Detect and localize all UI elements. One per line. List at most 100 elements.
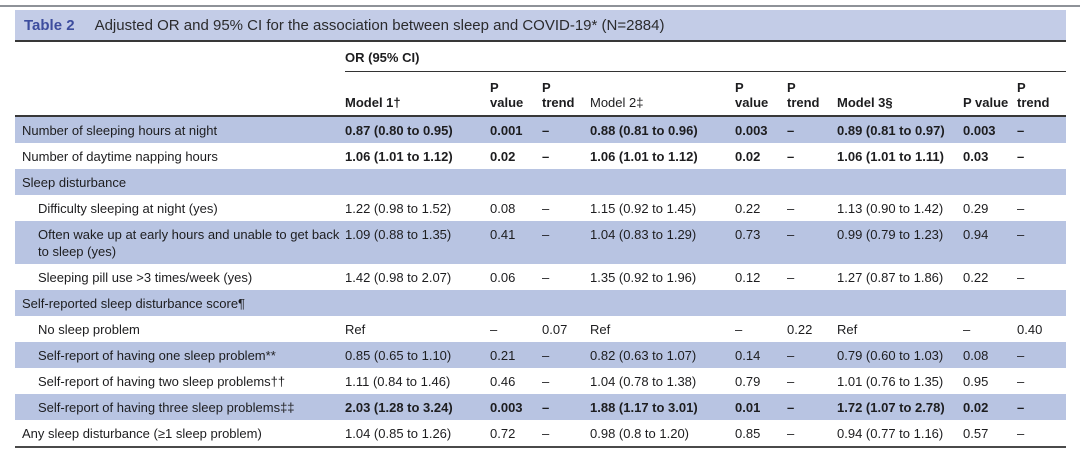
table-cell: 0.73	[735, 227, 761, 242]
row-label: Number of daytime napping hours	[22, 149, 218, 164]
table-cell: –	[1017, 348, 1025, 363]
table-cell: 0.98 (0.8 to 1.20)	[590, 426, 690, 441]
table-header-area: OR (95% CI) Model 1† P value P trend Model …	[15, 42, 1066, 115]
or-ci-group-underline	[345, 71, 1066, 72]
table-cell: 0.57	[963, 426, 989, 441]
table-cell: 0.02	[735, 149, 761, 164]
table-cell: 0.99 (0.79 to 1.23)	[837, 227, 944, 242]
table-cell: –	[1017, 374, 1025, 389]
table-cell: –	[542, 348, 550, 363]
row-label: No sleep problem	[38, 322, 140, 337]
header-bottom-rule	[15, 115, 1066, 117]
table-cell: –	[1017, 149, 1025, 164]
table-cell: –	[787, 348, 795, 363]
table-cell: 0.79	[735, 374, 761, 389]
table-cell: 1.42 (0.98 to 2.07)	[345, 270, 452, 285]
table-cell: 0.41	[490, 227, 516, 242]
table-cell: –	[1017, 123, 1025, 138]
row-label: Self-report of having two sleep problems…	[38, 374, 286, 389]
table-cell: –	[735, 322, 743, 337]
table-cell: 0.85 (0.65 to 1.10)	[345, 348, 452, 363]
table-cell: –	[787, 227, 795, 242]
column-header: Model 2‡	[590, 95, 644, 110]
table-cell: –	[542, 201, 550, 216]
table-cell: –	[963, 322, 971, 337]
table-cell: 1.72 (1.07 to 2.78)	[837, 400, 945, 415]
row-label: Self-reported sleep disturbance score¶	[22, 296, 246, 311]
table-cell: 1.88 (1.17 to 3.01)	[590, 400, 698, 415]
table-cell: –	[787, 426, 795, 441]
table-cell: 0.87 (0.80 to 0.95)	[345, 123, 453, 138]
table-cell: 0.72	[490, 426, 516, 441]
table-cell: 1.01 (0.76 to 1.35)	[837, 374, 944, 389]
table-cell: 0.03	[963, 149, 989, 164]
table-cell: 0.14	[735, 348, 761, 363]
column-header: P value	[490, 80, 524, 110]
table-cell: –	[1017, 400, 1025, 415]
table-row: Self-report of having two sleep problems…	[15, 368, 1066, 394]
table-cell: Ref	[590, 322, 611, 337]
table-cell: –	[1017, 227, 1025, 242]
row-label: Self-report of having one sleep problem*…	[38, 348, 276, 363]
table-cell: 0.94 (0.77 to 1.16)	[837, 426, 944, 441]
table-number-label: Table 2	[24, 16, 75, 34]
table-cell: 1.09 (0.88 to 1.35)	[345, 227, 452, 242]
table-cell: –	[542, 227, 550, 242]
table-cell: 1.04 (0.78 to 1.38)	[590, 374, 697, 389]
table-cell: –	[542, 149, 550, 164]
table2-container: Table 2 Adjusted OR and 95% CI for the a…	[15, 10, 1066, 448]
table-cell: 0.22	[963, 270, 989, 285]
table-bottom-rule	[15, 446, 1066, 448]
table-cell: 0.08	[490, 201, 516, 216]
table-cell: 1.06 (1.01 to 1.12)	[590, 149, 698, 164]
column-header: P trend	[542, 80, 575, 110]
table-cell: 1.06 (1.01 to 1.12)	[345, 149, 453, 164]
table-cell: 1.11 (0.84 to 1.46)	[345, 374, 451, 389]
table-cell: –	[787, 123, 795, 138]
table-title-text: Adjusted OR and 95% CI for the associati…	[94, 16, 665, 34]
table-cell: 0.29	[963, 201, 989, 216]
table-cell: –	[542, 270, 550, 285]
table-cell: –	[787, 270, 795, 285]
column-header: P value	[735, 80, 769, 110]
column-header: P trend	[787, 80, 820, 110]
table-cell: 0.003	[735, 123, 768, 138]
table-cell: 1.06 (1.01 to 1.11)	[837, 149, 944, 164]
table-cell: –	[787, 374, 795, 389]
table-cell: 0.79 (0.60 to 1.03)	[837, 348, 944, 363]
table-cell: 1.15 (0.92 to 1.45)	[590, 201, 697, 216]
table-cell: 0.94	[963, 227, 989, 242]
table-cell: 0.003	[490, 400, 523, 415]
table-cell: –	[542, 374, 550, 389]
table-cell: 2.03 (1.28 to 3.24)	[345, 400, 453, 415]
table-cell: 1.13 (0.90 to 1.42)	[837, 201, 944, 216]
table-row: Any sleep disturbance (≥1 sleep problem)…	[15, 420, 1066, 446]
section-row: Self-reported sleep disturbance score¶	[15, 290, 1066, 316]
table-cell: 0.07	[542, 322, 568, 337]
table-cell: 0.22	[735, 201, 761, 216]
table-cell: 1.04 (0.83 to 1.29)	[590, 227, 697, 242]
row-label: Self-report of having three sleep proble…	[38, 400, 295, 415]
column-header-row: Model 1† P value P trend Model 2‡ P value P t…	[15, 80, 1066, 110]
table-cell: 0.02	[963, 400, 989, 415]
table-cell: 0.46	[490, 374, 516, 389]
table-cell: –	[490, 322, 498, 337]
table-cell: 0.85	[735, 426, 761, 441]
row-label: Number of sleeping hours at night	[22, 123, 218, 138]
table-row: Number of daytime napping hours 1.06 (1.0…	[15, 143, 1066, 169]
table-cell: 1.35 (0.92 to 1.96)	[590, 270, 697, 285]
row-label: Sleeping pill use >3 times/week (yes)	[38, 270, 253, 285]
table-cell: Ref	[345, 322, 366, 337]
table-cell: –	[787, 149, 795, 164]
table-cell: 1.27 (0.87 to 1.86)	[837, 270, 944, 285]
table-row: Self-report of having three sleep proble…	[15, 394, 1066, 420]
table-cell: –	[1017, 426, 1025, 441]
table-cell: 0.21	[490, 348, 516, 363]
table-cell: 0.82 (0.63 to 1.07)	[590, 348, 697, 363]
table-cell: –	[787, 400, 795, 415]
table-body: Number of sleeping hours at night 0.87 (0…	[15, 117, 1066, 446]
table-cell: –	[542, 123, 550, 138]
table-cell: 1.22 (0.98 to 1.52)	[345, 201, 452, 216]
table-title-bar: Table 2 Adjusted OR and 95% CI for the a…	[15, 10, 1066, 40]
column-header: Model 3§	[837, 95, 893, 110]
